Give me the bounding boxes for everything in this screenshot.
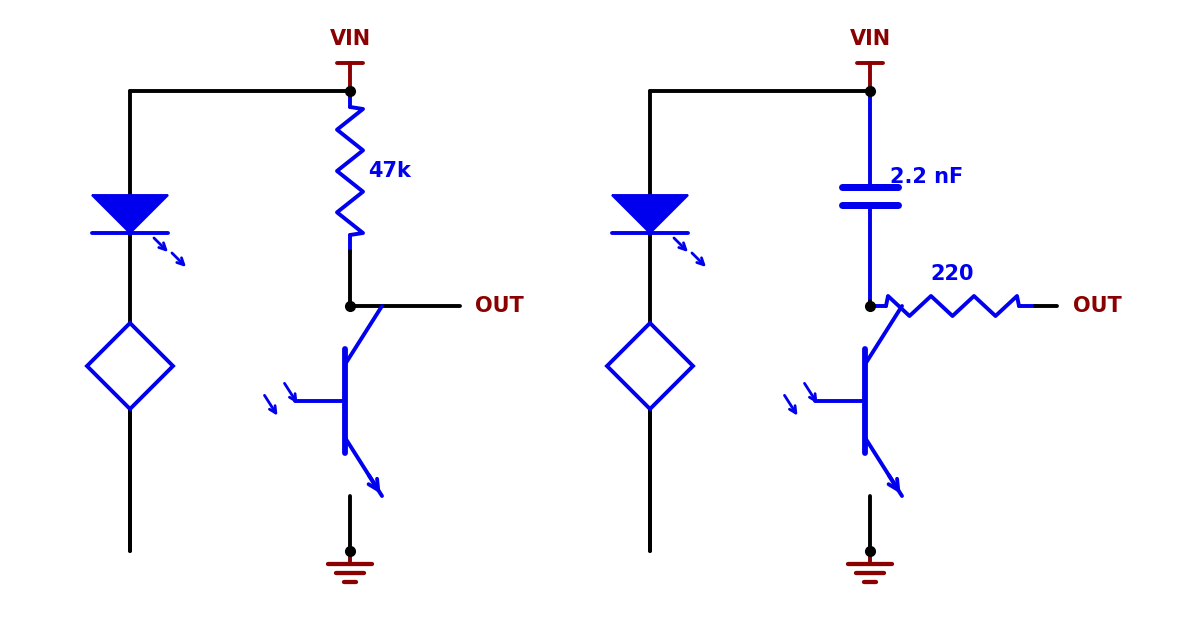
Text: 2.2 nF: 2.2 nF bbox=[890, 166, 964, 186]
Text: VIN: VIN bbox=[850, 29, 890, 49]
Text: 47k: 47k bbox=[368, 161, 410, 181]
Text: OUT: OUT bbox=[475, 296, 523, 316]
Text: OUT: OUT bbox=[1073, 296, 1122, 316]
Polygon shape bbox=[92, 195, 168, 233]
Text: 220: 220 bbox=[930, 264, 973, 284]
Polygon shape bbox=[88, 323, 173, 409]
Text: VIN: VIN bbox=[330, 29, 371, 49]
Polygon shape bbox=[612, 195, 688, 233]
Polygon shape bbox=[607, 323, 694, 409]
